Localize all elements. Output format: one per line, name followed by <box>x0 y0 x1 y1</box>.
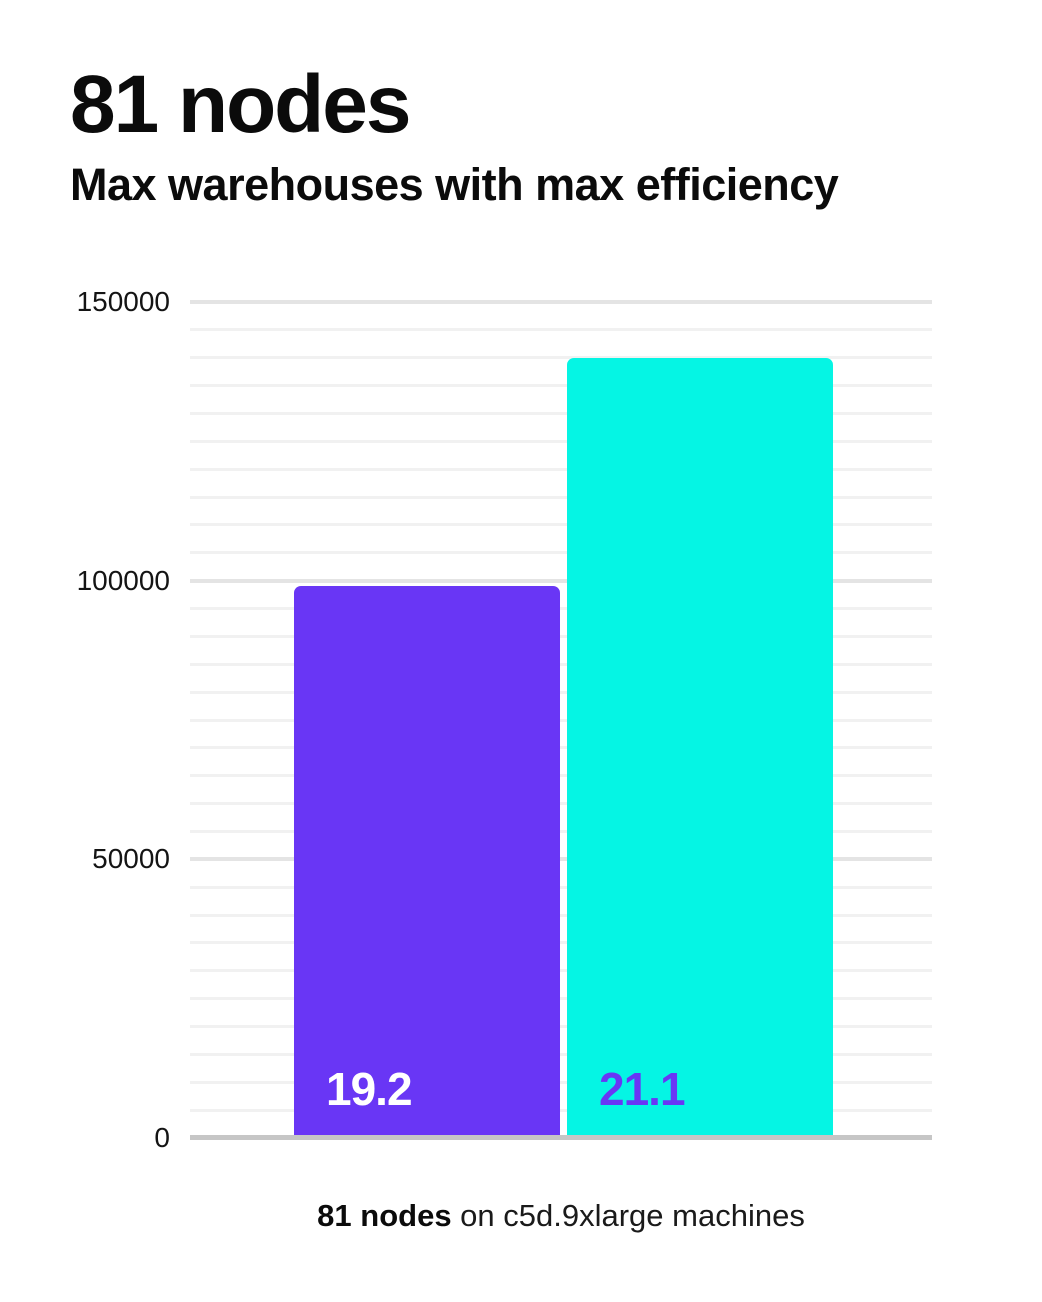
minor-gridline <box>190 662 932 666</box>
minor-gridline <box>190 1025 932 1029</box>
bar-cyan: 21.1 <box>567 357 833 1138</box>
minor-gridline <box>190 467 932 471</box>
minor-gridline <box>190 1108 932 1112</box>
major-gridline <box>190 300 932 305</box>
minor-gridline <box>190 356 932 360</box>
y-tick-label: 150000 <box>76 286 170 317</box>
minor-gridline <box>190 384 932 388</box>
minor-gridline <box>190 495 932 499</box>
minor-gridline <box>190 1080 932 1084</box>
minor-gridline <box>190 551 932 555</box>
chart-title: 81 nodes <box>70 59 411 150</box>
y-tick-label: 50000 <box>92 843 170 875</box>
minor-gridline <box>190 802 932 806</box>
minor-gridline <box>190 411 932 415</box>
minor-gridline <box>190 997 932 1001</box>
y-tick-label: 0 <box>154 1122 170 1153</box>
plot-area: 19.2 21.1 <box>190 300 932 1140</box>
minor-gridline <box>190 746 932 750</box>
y-tick-label: 100000 <box>76 564 170 596</box>
minor-gridline <box>190 607 932 611</box>
bar-purple: 19.2 <box>294 586 560 1138</box>
bar-value-label: 21.1 <box>599 1063 686 1115</box>
minor-gridline <box>190 969 932 973</box>
minor-gridline <box>190 913 932 917</box>
minor-gridline <box>190 1052 932 1056</box>
bar-value-label: 19.2 <box>326 1063 413 1115</box>
minor-gridline <box>190 328 932 332</box>
x-axis-line <box>190 1135 932 1140</box>
minor-gridline <box>190 690 932 694</box>
minor-gridline <box>190 439 932 443</box>
caption-bold-text: 81 nodes <box>317 1198 452 1233</box>
chart-subtitle: Max warehouses with max efficiency <box>70 159 839 210</box>
minor-gridline <box>190 829 932 833</box>
minor-gridline <box>190 718 932 722</box>
minor-gridline <box>190 941 932 945</box>
minor-gridline <box>190 885 932 889</box>
caption-regular-text: on c5d.9xlarge machines <box>451 1198 805 1233</box>
chart-card: 81 nodes Max warehouses with max efficie… <box>0 0 932 1302</box>
major-gridline <box>190 857 932 862</box>
y-axis-tick-labels: 0 50000 100000 150000 <box>0 0 170 1302</box>
chart-caption: 81 nodes on c5d.9xlarge machines <box>190 1196 932 1236</box>
minor-gridline <box>190 774 932 778</box>
minor-gridline <box>190 634 932 638</box>
major-gridline <box>190 578 932 583</box>
minor-gridline <box>190 523 932 527</box>
